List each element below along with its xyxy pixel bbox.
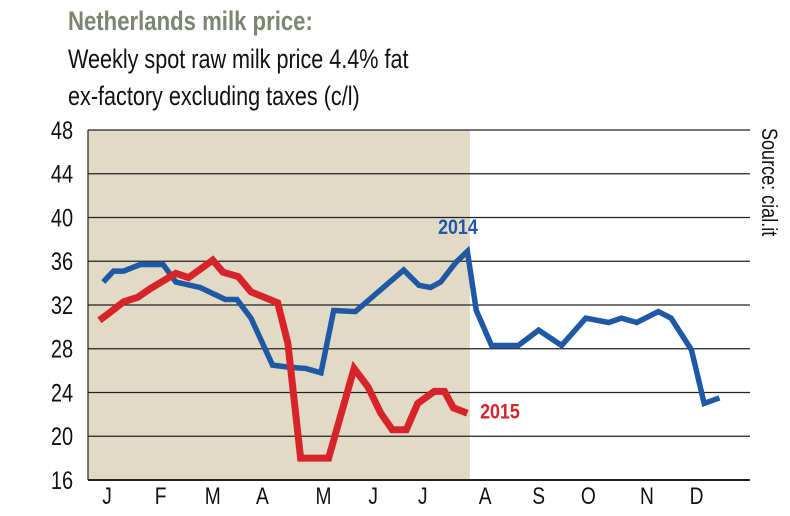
x-tick-label: O xyxy=(581,482,596,510)
x-tick-label: M xyxy=(316,482,332,510)
source-label: Source: cial.it xyxy=(757,128,781,237)
y-tick-label: 28 xyxy=(51,336,73,364)
series-label-2014: 2014 xyxy=(438,216,478,240)
x-tick-label: S xyxy=(532,482,545,510)
x-tick-label: A xyxy=(256,482,269,510)
x-tick-label: F xyxy=(155,482,167,510)
y-tick-label: 48 xyxy=(51,117,73,145)
x-tick-label: J xyxy=(368,482,378,510)
x-tick-label: N xyxy=(640,482,654,510)
y-tick-label: 24 xyxy=(51,379,73,407)
y-tick-label: 40 xyxy=(51,204,73,232)
y-tick-label: 32 xyxy=(51,292,73,320)
y-tick-label: 16 xyxy=(51,467,73,495)
x-tick-label: D xyxy=(690,482,704,510)
y-tick-label: 36 xyxy=(51,248,73,276)
y-tick-label: 44 xyxy=(51,161,73,189)
x-tick-label: M xyxy=(205,482,221,510)
x-tick-label: J xyxy=(418,482,428,510)
x-tick-label: J xyxy=(102,482,112,510)
x-tick-label: A xyxy=(479,482,492,510)
y-tick-label: 20 xyxy=(51,423,73,451)
series-label-2015: 2015 xyxy=(480,400,520,424)
chart-title: Netherlands milk price: xyxy=(68,6,313,36)
chart-subtitle-line-2: ex-factory excluding taxes (c/l) xyxy=(68,81,360,111)
chart-subtitle-line-1: Weekly spot raw milk price 4.4% fat xyxy=(68,44,409,74)
